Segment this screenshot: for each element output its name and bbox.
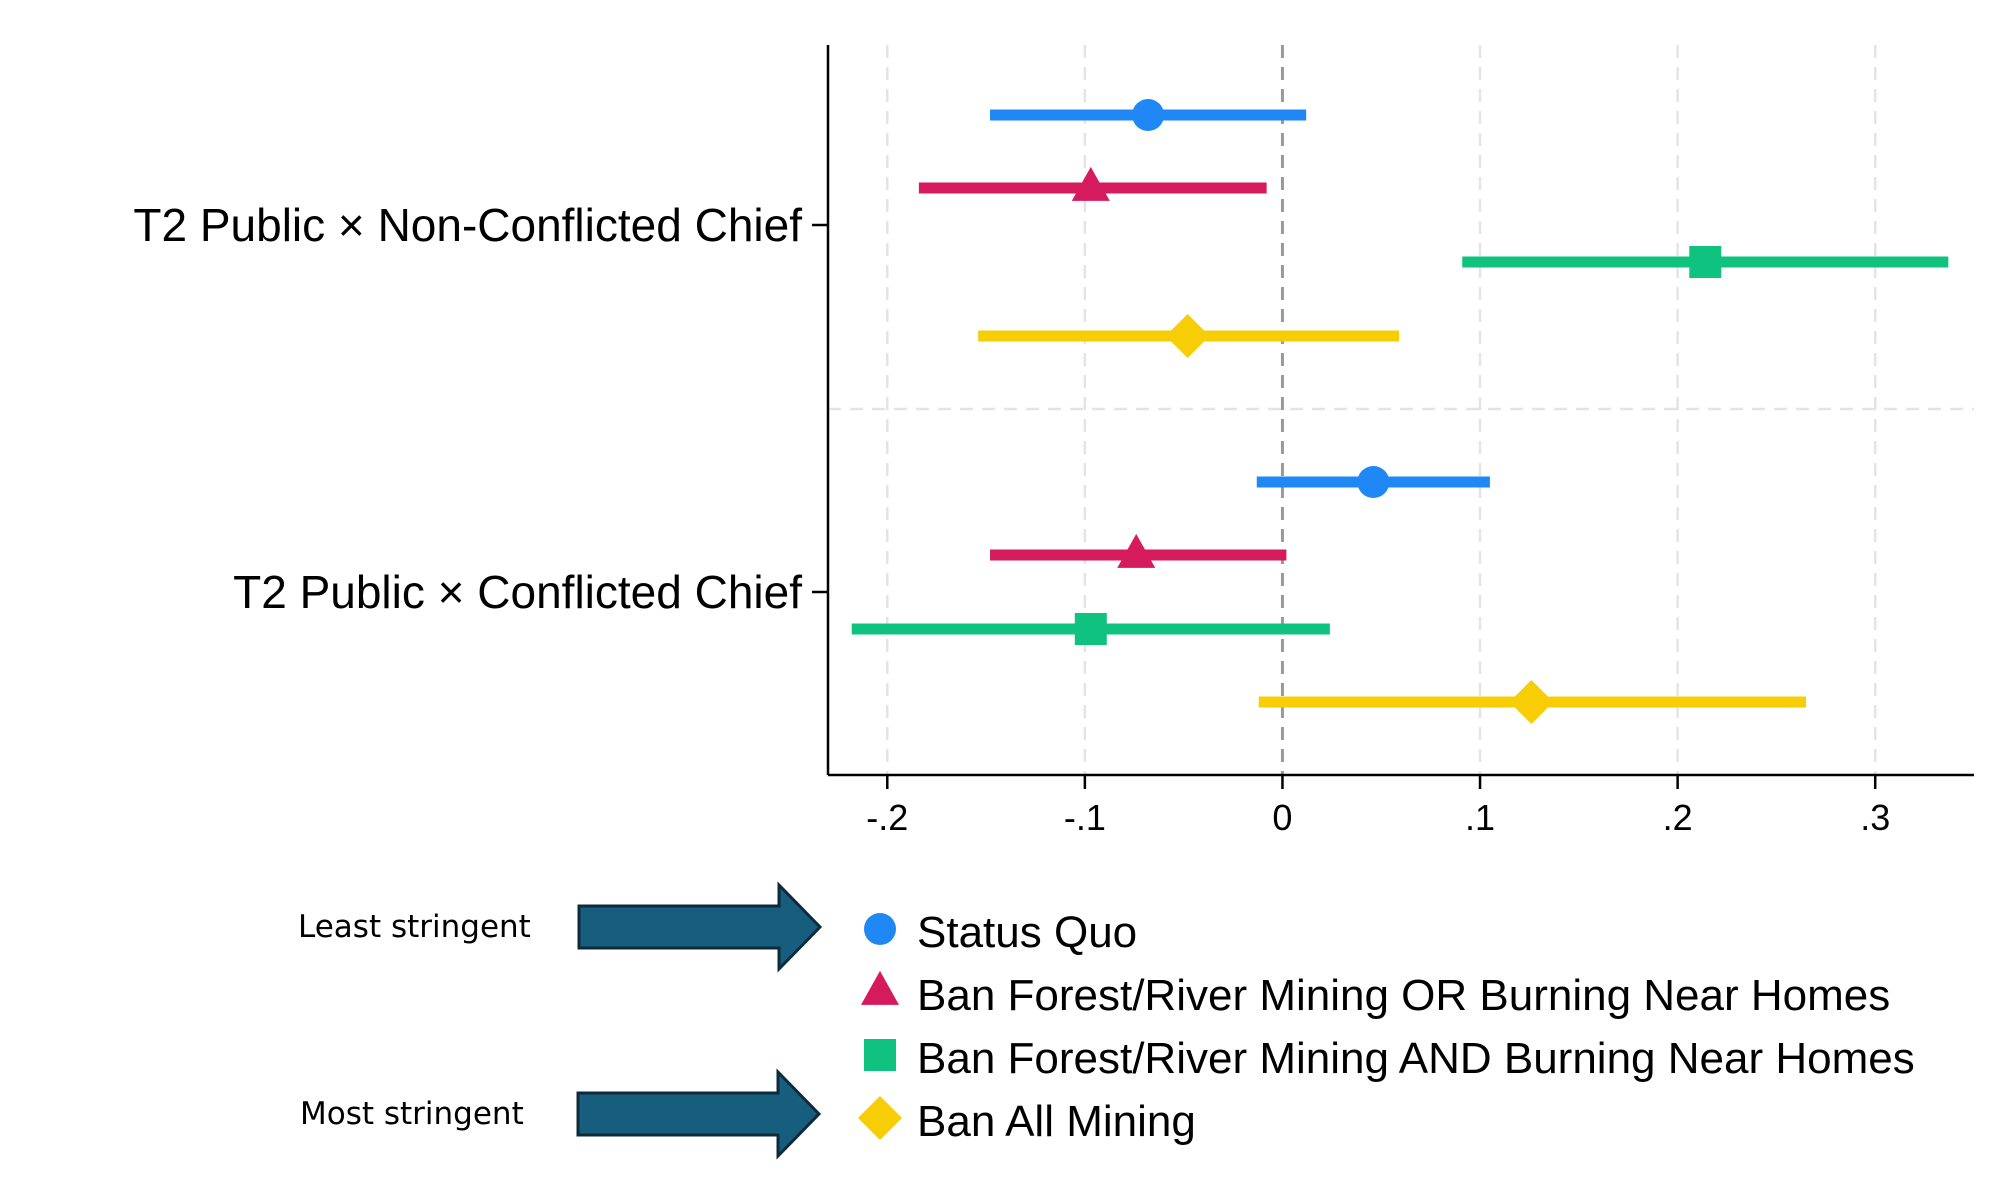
legend: Status Quo Ban Forest/River Mining OR Bur… — [858, 908, 1915, 1146]
y-label-conflicted: T2 Public × Conflicted Chief — [233, 566, 802, 618]
y-labels: T2 Public × Non-Conflicted Chief T2 Publ… — [133, 199, 828, 618]
axes — [826, 45, 1974, 777]
x-tick-label: .1 — [1465, 797, 1495, 838]
x-ticks: -.2 -.1 0 .1 .2 .3 — [866, 775, 1890, 838]
square-marker — [1689, 246, 1722, 278]
triangle-marker — [1071, 166, 1110, 201]
y-label-non-conflicted: T2 Public × Non-Conflicted Chief — [133, 199, 802, 251]
triangle-marker — [861, 970, 899, 1005]
data-marks — [851, 99, 1949, 724]
legend-entry-label: Ban Forest/River Mining AND Burning Near… — [917, 1034, 1915, 1083]
circle-marker — [1357, 466, 1390, 498]
x-tick-label: -.1 — [1064, 797, 1106, 838]
legend-entry-label: Ban Forest/River Mining OR Burning Near … — [917, 971, 1890, 1020]
legend-entry-label: Status Quo — [917, 908, 1137, 957]
diamond-marker — [1165, 314, 1210, 358]
x-tick-label: .3 — [1860, 797, 1890, 838]
circle-marker — [864, 913, 896, 945]
grid-lines — [828, 45, 1974, 775]
square-marker — [864, 1039, 896, 1071]
most-stringent-arrow — [576, 1068, 822, 1160]
most-stringent-label: Most stringent — [300, 1096, 524, 1132]
diamond-marker — [858, 1096, 902, 1140]
x-tick-label: -.2 — [866, 797, 908, 838]
circle-marker — [1132, 99, 1165, 131]
x-tick-label: .2 — [1663, 797, 1693, 838]
stringency-annotations: Least stringent Most stringent — [298, 881, 823, 1160]
least-stringent-arrow — [577, 881, 823, 973]
square-marker — [1074, 613, 1107, 645]
legend-entry-label: Ban All Mining — [917, 1097, 1196, 1146]
triangle-marker — [1117, 533, 1156, 568]
least-stringent-label: Least stringent — [298, 909, 531, 945]
x-tick-label: 0 — [1272, 797, 1292, 838]
diamond-marker — [1509, 680, 1554, 724]
